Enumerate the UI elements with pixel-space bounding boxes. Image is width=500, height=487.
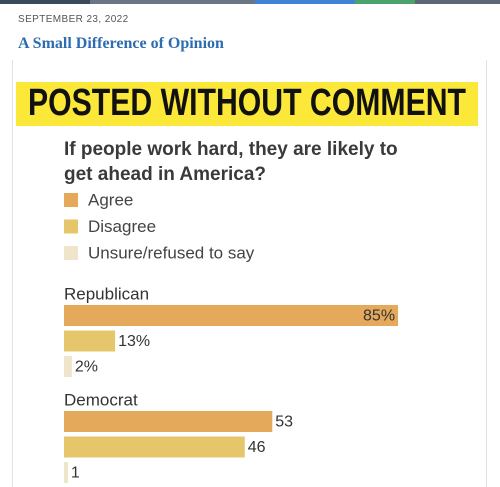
top-strip bbox=[355, 0, 415, 4]
bar bbox=[64, 330, 116, 352]
post-title[interactable]: A Small Difference of Opinion bbox=[18, 35, 224, 52]
top-strip bbox=[255, 0, 355, 4]
legend-label: Unsure/refused to say bbox=[88, 243, 255, 262]
category-label: Republican bbox=[64, 284, 149, 303]
post-date: SEPTEMBER 23, 2022 bbox=[18, 14, 129, 25]
top-strip bbox=[415, 0, 500, 4]
legend-swatch bbox=[64, 193, 78, 207]
bar bbox=[64, 436, 245, 458]
bar bbox=[64, 411, 273, 432]
value-label: 85% bbox=[363, 308, 395, 325]
bar bbox=[64, 462, 68, 483]
legend-label: Disagree bbox=[88, 217, 156, 236]
banner-text: POSTED WITHOUT COMMENT bbox=[28, 82, 466, 124]
value-label: 13% bbox=[118, 333, 150, 350]
value-label: 2% bbox=[75, 359, 98, 376]
value-label: 1 bbox=[71, 465, 80, 482]
value-label: 53 bbox=[275, 414, 293, 431]
top-strip bbox=[0, 0, 90, 4]
legend-label: Agree bbox=[88, 190, 133, 209]
legend-swatch bbox=[64, 246, 78, 260]
top-strip bbox=[90, 0, 255, 4]
banner bbox=[16, 82, 478, 126]
bar bbox=[64, 305, 399, 326]
chart-subtitle: If people work hard, they are likely to … bbox=[64, 139, 398, 185]
category-label: Democrat bbox=[64, 390, 138, 409]
bar bbox=[64, 356, 72, 377]
value-label: 46 bbox=[248, 439, 266, 456]
legend-swatch bbox=[64, 219, 78, 234]
